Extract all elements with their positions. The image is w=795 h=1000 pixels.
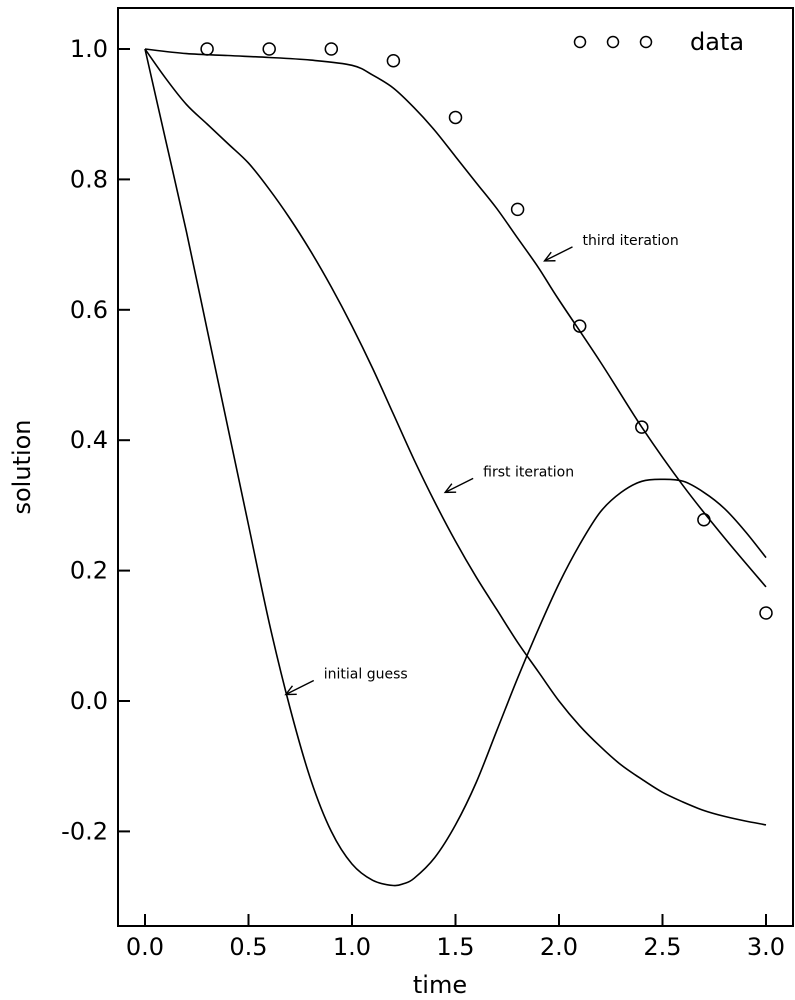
y-tick-label: 0.4 [70, 426, 108, 454]
y-axis-ticks: -0.2 0.0 0.2 0.4 0.6 0.8 1.0 [61, 35, 130, 845]
data-point [448, 110, 463, 125]
x-axis-title: time [413, 971, 467, 999]
data-point [262, 42, 276, 56]
x-tick-label: 0.0 [126, 933, 164, 961]
y-tick-label: -0.2 [61, 817, 108, 845]
x-tick-label: 1.0 [333, 933, 371, 961]
data-point [386, 53, 401, 68]
y-tick-label: 1.0 [70, 35, 108, 63]
y-tick-label: 0.0 [70, 687, 108, 715]
data-point [635, 420, 649, 434]
x-tick-label: 0.5 [229, 933, 267, 961]
series-line-third-iteration [144, 48, 767, 588]
legend: data [573, 28, 744, 56]
x-tick-label: 3.0 [747, 933, 785, 961]
plot-frame [117, 7, 794, 927]
legend-marker [639, 35, 653, 49]
data-point [200, 42, 214, 56]
x-tick-label: 2.5 [643, 933, 681, 961]
data-points [200, 42, 773, 620]
legend-marker [606, 35, 620, 49]
y-tick-label: 0.6 [70, 296, 108, 324]
data-point [324, 42, 339, 56]
x-axis-ticks: 0.0 0.5 1.0 1.5 2.0 2.5 3.0 [126, 914, 785, 961]
annotations: third iteration first iteration initial gu… [284, 233, 679, 696]
y-tick-label: 0.8 [70, 165, 108, 193]
annotation-label: first iteration [483, 464, 574, 480]
series-line-initial-guess [144, 48, 767, 887]
series-line-first-iteration [144, 48, 767, 826]
annotation-arrowhead [284, 685, 297, 696]
y-tick-label: 0.2 [70, 557, 108, 585]
annotation-arrow [544, 246, 573, 262]
y-axis-title: solution [8, 419, 36, 514]
annotation-arrow [444, 477, 474, 493]
x-tick-label: 2.0 [540, 933, 578, 961]
legend-label: data [690, 28, 744, 56]
annotation-arrowhead [543, 251, 556, 262]
x-tick-label: 1.5 [436, 933, 474, 961]
annotation-label: third iteration [583, 233, 679, 249]
annotation-arrowhead [443, 483, 457, 494]
series-lines [144, 48, 767, 887]
data-point [510, 202, 525, 217]
legend-marker [573, 35, 587, 49]
annotation-label: initial guess [324, 666, 408, 682]
annotation-arrow [285, 679, 315, 696]
data-point [572, 319, 587, 333]
data-point [759, 606, 773, 620]
data-point [697, 512, 711, 527]
